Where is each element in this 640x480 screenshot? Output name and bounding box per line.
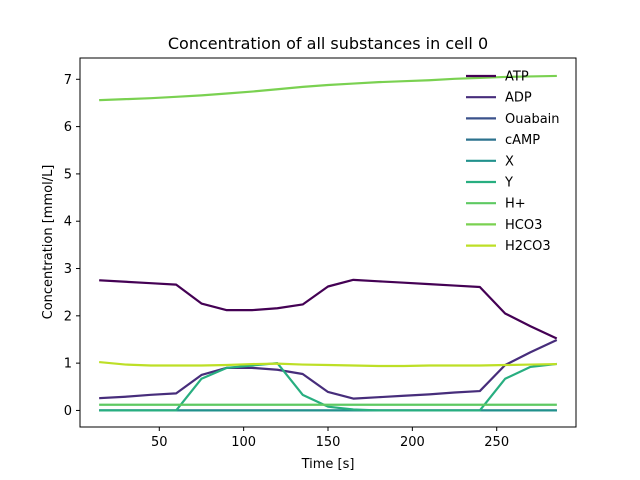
x-tick-label: 100 <box>231 435 256 450</box>
y-tick-label: 3 <box>64 262 72 277</box>
legend-label-x: X <box>505 154 514 169</box>
x-tick-label: 50 <box>151 435 168 450</box>
legend-label-y: Y <box>504 176 513 191</box>
x-tick-label: 200 <box>400 435 425 450</box>
y-tick-label: 2 <box>64 309 72 324</box>
legend-label-h2co3: H2CO3 <box>505 239 551 254</box>
series-line-y <box>99 362 557 412</box>
series-layer <box>99 74 558 412</box>
legend-label-hco3: HCO3 <box>505 218 542 233</box>
chart-title: Concentration of all substances in cell … <box>168 34 488 53</box>
x-axis-title: Time [s] <box>301 457 355 472</box>
legend-label-hplus: H+ <box>505 197 526 212</box>
y-tick-label: 0 <box>64 404 72 419</box>
y-tick-label: 4 <box>64 215 72 230</box>
legend-label-camp: cAMP <box>505 133 540 148</box>
x-tick-label: 250 <box>484 435 509 450</box>
series-line-atp <box>99 278 558 340</box>
legend-label-atp: ATP <box>505 70 529 85</box>
x-tick-label: 150 <box>316 435 341 450</box>
x-axis: 50 100 150 200 250 <box>151 427 509 450</box>
series-line-hco3 <box>99 74 557 102</box>
y-axis-title: Concentration [mmol/L] <box>41 165 56 320</box>
y-axis: 0 1 2 3 4 5 6 7 <box>64 73 80 419</box>
legend: ATP ADP Ouabain cAMP XY H+ HCO3 H2CO3 <box>466 70 560 254</box>
legend-label-ouabain: Ouabain <box>505 112 560 127</box>
y-tick-label: 1 <box>64 357 72 372</box>
series-line-adp <box>99 338 558 400</box>
y-tick-label: 6 <box>64 120 72 135</box>
series-line-h2co3 <box>99 360 557 368</box>
y-tick-label: 5 <box>64 167 72 182</box>
y-tick-label: 7 <box>64 73 72 88</box>
legend-label-adp: ADP <box>505 91 532 106</box>
